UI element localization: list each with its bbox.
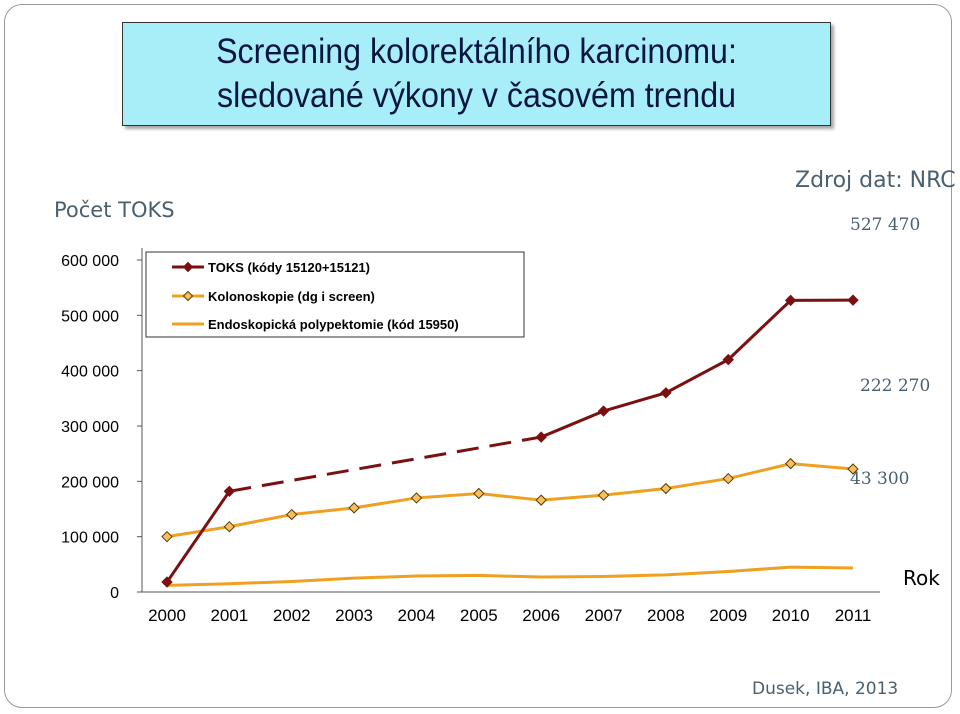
x-tick-label: 2004 [398, 606, 436, 625]
marker-toks [223, 485, 236, 498]
marker-toks [722, 353, 734, 366]
marker-kolonoskopie [784, 457, 797, 470]
y-tick-label: 400 000 [61, 364, 119, 381]
value-annotation: 527 470 [850, 215, 920, 235]
x-tick-label: 2008 [647, 606, 685, 625]
legend-label: TOKS (kódy 15120+15121) [208, 260, 370, 275]
marker-kolonoskopie [348, 502, 360, 514]
x-tick-label: 2009 [709, 606, 747, 625]
series-line-kolonoskopie [166, 462, 854, 539]
y-tick-label: 300 000 [61, 419, 119, 436]
title-line-2: sledované výkony v časovém trendu [216, 76, 737, 115]
marker-kolonoskopie [847, 463, 859, 475]
legend-label: Endoskopická polypektomie (kód 15950) [208, 317, 459, 332]
y-tick-label: 500 000 [61, 308, 119, 325]
legend-box [145, 251, 525, 338]
marker-toks [535, 431, 547, 443]
marker-kolonoskopie [722, 472, 734, 485]
x-tick-label: 2005 [460, 606, 498, 625]
title-line-1: Screening kolorektálního karcinomu: [216, 32, 737, 71]
x-tick-label: 2011 [835, 606, 872, 625]
value-annotation: 43 300 [850, 469, 909, 489]
marker-kolonoskopie [535, 494, 547, 506]
x-tick-label: 2003 [335, 606, 373, 625]
marker-kolonoskopie [223, 520, 236, 533]
legend-label: Kolonoskopie (dg i screen) [208, 289, 375, 304]
marker-kolonoskopie [473, 487, 485, 500]
marker-toks [660, 387, 672, 399]
marker-toks [161, 576, 173, 588]
x-tick-label: 2007 [585, 606, 623, 625]
data-source: Zdroj dat: NRC [795, 168, 956, 193]
slide-frame [4, 4, 952, 708]
legend-marker [182, 261, 194, 273]
series-line-polypektomie [166, 565, 854, 587]
y-tick-label: 200 000 [61, 474, 119, 491]
marker-kolonoskopie [161, 530, 173, 543]
y-tick-label: 0 [110, 585, 119, 602]
x-tick-label: 2010 [772, 606, 810, 625]
x-tick-label: 2000 [148, 606, 186, 625]
marker-kolonoskopie [410, 492, 423, 504]
marker-kolonoskopie [286, 508, 298, 521]
series-line-toks-start [165, 490, 231, 583]
credit: Dusek, IBA, 2013 [752, 679, 899, 699]
series-line-toks [540, 298, 854, 439]
x-axis-title: Rok [903, 566, 940, 590]
y-tick-label: 100 000 [61, 530, 119, 547]
marker-toks [847, 294, 859, 306]
marker-kolonoskopie [597, 489, 610, 501]
marker-toks [597, 405, 610, 417]
x-tick-label: 2002 [273, 606, 311, 625]
marker-toks [784, 294, 797, 307]
series-line-toks-dashed [229, 435, 542, 493]
y-axis-title: Počet TOKS [54, 198, 175, 222]
value-annotation: 222 270 [860, 376, 930, 396]
x-tick-label: 2006 [522, 606, 560, 625]
title-box: Screening kolorektálního karcinomu: sled… [122, 22, 831, 126]
x-tick-label: 2001 [210, 606, 248, 625]
marker-kolonoskopie [660, 482, 672, 495]
legend-marker [182, 290, 194, 302]
y-tick-label: 600 000 [61, 253, 119, 270]
